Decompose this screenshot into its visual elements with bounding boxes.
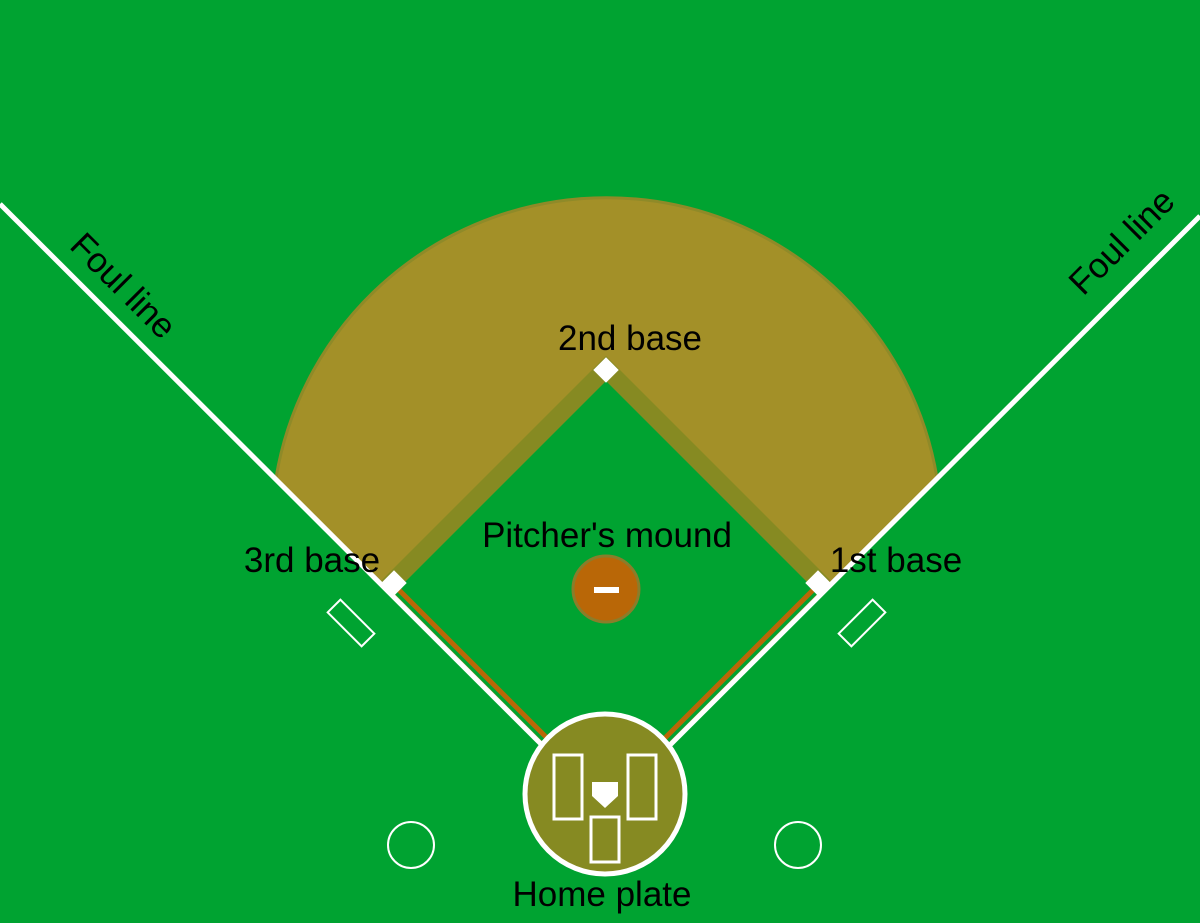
baseline-first [663,583,820,740]
first-base-label: 1st base [830,541,962,580]
first-base-icon [805,570,831,596]
second-base-label: 2nd base [558,319,702,358]
pitchers-rubber [594,587,619,593]
on-deck-circle-left [387,821,435,869]
pitchers-mound-label: Pitcher's mound [482,516,732,555]
third-base-label: 3rd base [244,541,380,580]
left-batters-box [552,753,584,821]
right-batters-box [626,753,658,821]
catchers-box [589,815,621,864]
third-base-icon [381,570,407,596]
third-base-coach-box [326,598,376,648]
first-base-coach-box [837,598,887,648]
home-plate-icon [592,782,618,808]
foul-line-right [663,214,1200,752]
foul-line-left [0,202,549,752]
on-deck-circle-right [774,821,822,869]
baseline-third [392,583,549,740]
home-plate-label: Home plate [513,875,692,914]
second-base-icon [593,357,619,383]
